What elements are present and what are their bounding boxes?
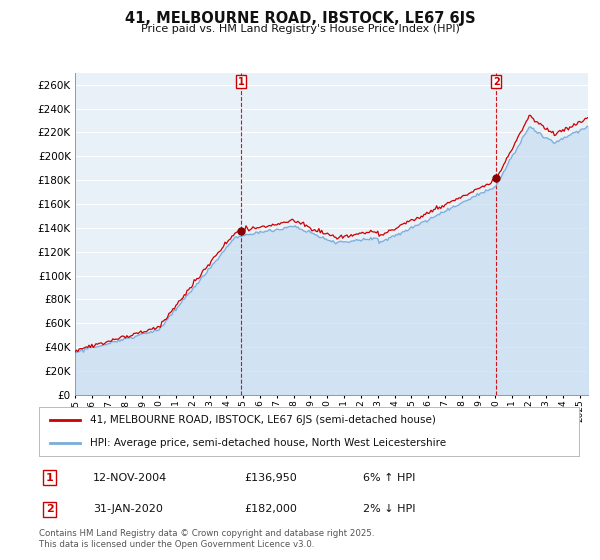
Text: 31-JAN-2020: 31-JAN-2020 — [93, 505, 163, 515]
Text: Price paid vs. HM Land Registry's House Price Index (HPI): Price paid vs. HM Land Registry's House … — [140, 24, 460, 34]
Text: 41, MELBOURNE ROAD, IBSTOCK, LE67 6JS (semi-detached house): 41, MELBOURNE ROAD, IBSTOCK, LE67 6JS (s… — [90, 416, 436, 426]
Text: 6% ↑ HPI: 6% ↑ HPI — [363, 473, 415, 483]
Text: 1: 1 — [46, 473, 53, 483]
Text: 2% ↓ HPI: 2% ↓ HPI — [363, 505, 415, 515]
Text: 2: 2 — [46, 505, 53, 515]
Text: Contains HM Land Registry data © Crown copyright and database right 2025.
This d: Contains HM Land Registry data © Crown c… — [39, 529, 374, 549]
Text: 12-NOV-2004: 12-NOV-2004 — [93, 473, 167, 483]
Text: £182,000: £182,000 — [244, 505, 297, 515]
Text: 1: 1 — [238, 77, 244, 87]
Text: 2: 2 — [493, 77, 500, 87]
Text: £136,950: £136,950 — [244, 473, 297, 483]
Text: 41, MELBOURNE ROAD, IBSTOCK, LE67 6JS: 41, MELBOURNE ROAD, IBSTOCK, LE67 6JS — [125, 11, 475, 26]
Text: HPI: Average price, semi-detached house, North West Leicestershire: HPI: Average price, semi-detached house,… — [90, 438, 446, 448]
